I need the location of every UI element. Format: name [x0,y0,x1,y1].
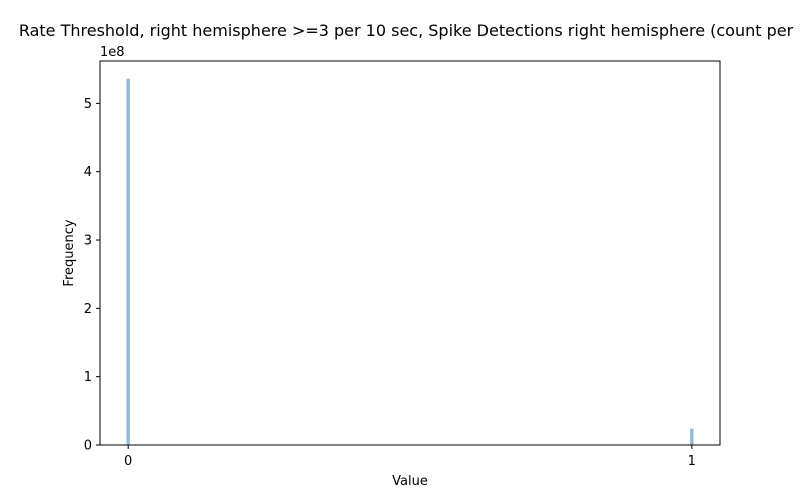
chart-title: Rate Threshold, right hemisphere >=3 per… [19,21,794,40]
y-tick-label: 4 [84,165,92,180]
y-tick-label: 2 [84,302,92,317]
histogram-bar-0 [126,78,130,445]
y-tick-label: 5 [84,97,92,112]
histogram-bar-1 [690,428,694,445]
y-tick-label: 0 [84,439,92,454]
x-axis-label: Value [392,474,428,489]
y-tick-label: 1 [84,370,92,385]
plot-area-frame [99,60,721,446]
y-axis-offset-label: 1e8 [100,45,125,60]
y-tick-label: 3 [84,234,92,249]
x-tick-label: 0 [124,454,132,469]
y-axis-label: Frequency [62,219,77,286]
y-axis-ticks: 0 1 2 3 4 5 [84,97,100,454]
x-tick-label: 1 [688,454,696,469]
bar-group [126,78,694,445]
